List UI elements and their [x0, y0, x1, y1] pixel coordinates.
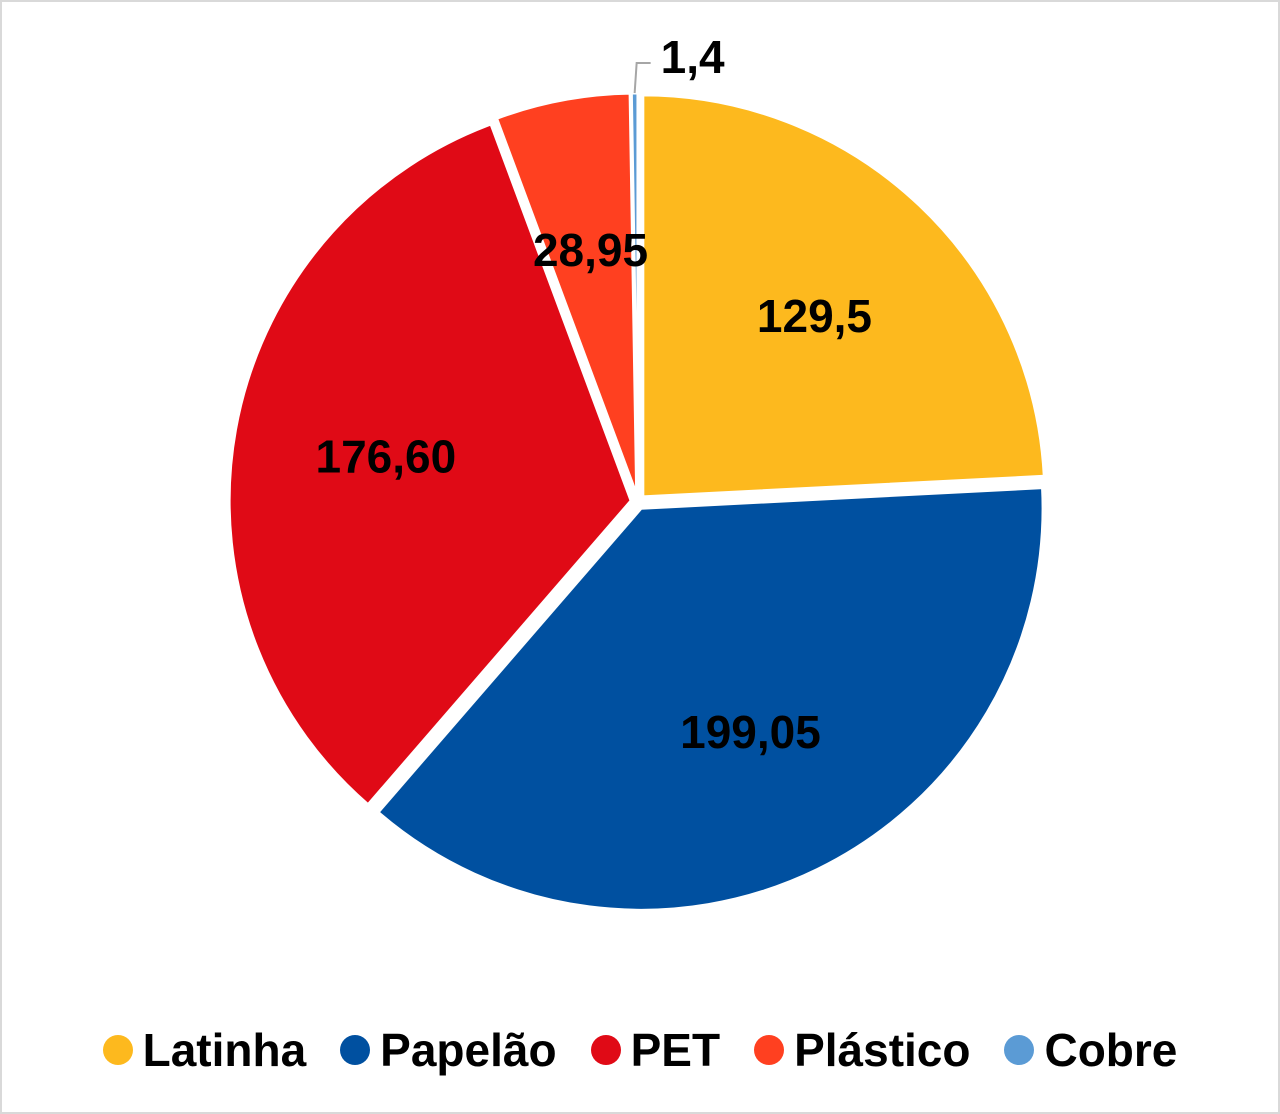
- legend-marker-pet: [590, 1035, 621, 1065]
- legend-label-pet: PET: [630, 1024, 721, 1076]
- legend-item-plastico: Plástico: [754, 1027, 970, 1073]
- data-label-cobre: 1,4: [661, 31, 725, 83]
- data-label-latinha: 129,5: [757, 290, 872, 342]
- legend-label-cobre: Cobre: [1044, 1024, 1178, 1076]
- legend-item-papelao: Papelão: [340, 1024, 557, 1076]
- pie-slice-pet: [227, 122, 633, 807]
- legend-label-papelao: Papelão: [380, 1024, 557, 1076]
- pie-slice-plastico: [494, 91, 639, 496]
- legend-label-latinha: Latinha: [142, 1024, 307, 1076]
- pie-slice-papelao: [375, 486, 1045, 912]
- pie-slice-latinha: [641, 93, 1046, 499]
- legend-marker-cobre: [1004, 1035, 1035, 1065]
- legend: Latinha Papelão PET Plástico Cobre: [0, 1020, 1280, 1080]
- data-label-plastico: 28,95: [533, 224, 648, 276]
- legend-item-pet: PET: [590, 1024, 721, 1076]
- legend-marker-plastico: [754, 1035, 785, 1065]
- data-label-papelao: 199,05: [680, 706, 821, 758]
- legend-marker-papelao: [340, 1035, 371, 1065]
- data-label-pet: 176,60: [315, 430, 456, 482]
- leader-line-cobre: [633, 62, 651, 94]
- legend-item-cobre: Cobre: [1004, 1027, 1177, 1073]
- legend-marker-latinha: [102, 1035, 133, 1065]
- legend-label-plastico: Plástico: [794, 1024, 971, 1076]
- legend-item-latinha: Latinha: [102, 1024, 307, 1076]
